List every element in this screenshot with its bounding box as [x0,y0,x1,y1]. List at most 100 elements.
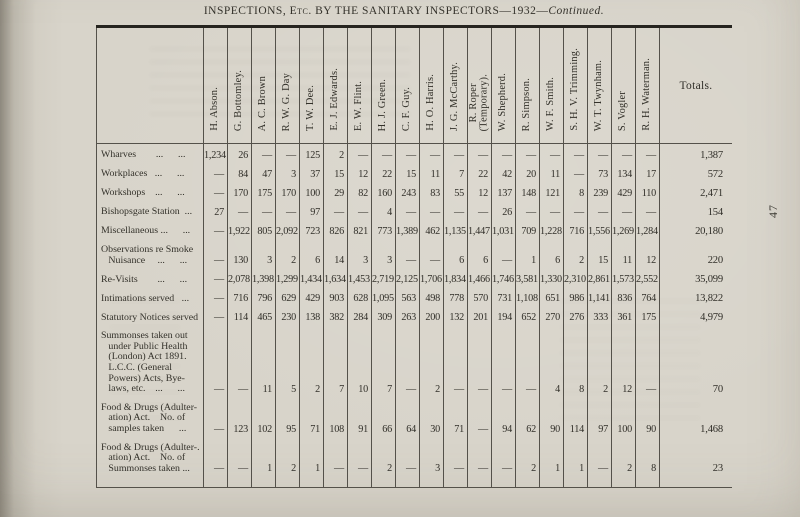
data-cell: 123 [227,396,252,437]
data-cell: 1,228 [539,220,564,239]
data-cell: — [251,201,276,220]
data-cell: — [467,436,492,488]
data-cell: — [323,436,348,488]
data-cell: 263 [395,306,420,326]
row-total-cell: 1,468 [659,396,732,437]
data-cell: 2,552 [635,268,660,288]
data-cell: — [515,325,540,397]
data-cell: 1,573 [611,268,636,288]
data-cell: 6 [539,239,564,269]
data-cell: 986 [563,287,588,307]
inspector-name: W. F. Smith. [545,76,557,131]
data-cell: 71 [299,396,324,437]
data-cell: 709 [515,220,540,239]
data-cell: 170 [227,182,252,201]
data-cell: 20 [515,163,540,182]
data-cell: 716 [227,287,252,307]
data-cell: 121 [539,182,564,201]
data-cell: 429 [611,182,636,201]
row-label: Bishopsgate Station ... [101,206,193,218]
row-total-cell: 20,180 [659,220,732,239]
data-cell: 628 [347,287,372,307]
data-cell: — [515,143,540,163]
inspector-name: E. J. Edwards. [329,68,341,131]
data-cell: — [395,201,420,220]
data-cell: 284 [347,306,372,326]
table-row: Wharves ... ... 1,234 26— —125 2— — — — — — — — — — — —… [97,143,732,163]
data-cell: 1,398 [251,268,276,288]
data-cell: 3 [419,436,444,488]
data-cell: 1,389 [395,220,420,239]
row-label-column-header [96,26,204,144]
data-cell: 90 [635,396,660,437]
data-cell: — [467,201,492,220]
column-header: R. Roper (Temporary). [467,26,492,144]
data-cell: 108 [323,396,348,437]
data-cell: — [443,436,468,488]
data-cell: 1,135 [443,220,468,239]
data-cell: 1,095 [371,287,396,307]
data-cell: 114 [563,396,588,437]
data-cell: 91 [347,396,372,437]
data-cell: 270 [539,306,564,326]
data-cell: 26 [491,201,516,220]
data-cell: — [203,306,228,326]
data-cell: 130 [227,239,252,269]
data-cell: 29 [323,182,348,201]
data-cell: — [539,143,564,163]
data-cell: — [443,325,468,397]
data-cell: 160 [371,182,396,201]
data-cell: 4 [371,201,396,220]
data-cell: 2,719 [371,268,396,288]
data-cell: — [563,143,588,163]
data-cell: — [611,143,636,163]
data-cell: 1,434 [299,268,324,288]
data-cell: 5 [275,325,300,397]
data-cell: — [251,143,276,163]
data-cell: 90 [539,396,564,437]
data-cell: 1,706 [419,268,444,288]
data-cell: 97 [587,396,612,437]
row-label: Wharves ... ... [101,149,186,161]
row-label: Intimations served ... [101,292,190,304]
table-row: Workplaces ... ... —84 47 3 37 15 12 22 15 11 7 22 4… [97,163,732,182]
data-cell: — [203,287,228,307]
column-header: S. H. V. Trimming. [563,26,588,144]
data-cell: 22 [371,163,396,182]
data-cell: 30 [419,396,444,437]
row-total-cell: 1,387 [659,143,732,163]
data-cell: 805 [251,220,276,239]
data-cell: 563 [395,287,420,307]
data-cell: 2 [611,436,636,488]
data-cell: 3 [347,239,372,269]
data-cell: — [395,239,420,269]
column-header: T. W. Dee. [299,26,324,144]
data-cell: 125 [299,143,324,163]
table-row: Miscellaneous ... ... —1,922 805 2,092 723 82… [97,220,732,239]
column-header: W. T. Twynham. [587,26,612,144]
data-cell: 1,234 [203,143,228,163]
data-cell: 1,269 [611,220,636,239]
data-cell: 94 [491,396,516,437]
row-label: Summonses taken out under Public Health … [101,330,188,395]
inspector-name: H. J. Green. [377,78,389,131]
table-row: Intimations served ... —716 796 629 429 903 62… [97,287,732,307]
header-row: H. Abson. G. Bottomley. A. C. Brown R. W. G… [96,26,732,144]
data-cell: — [635,325,660,397]
data-cell: 2,125 [395,268,420,288]
row-total-cell: 2,471 [659,182,732,201]
data-cell: — [587,201,612,220]
data-cell: — [419,201,444,220]
data-cell: 8 [563,325,588,397]
data-cell: 826 [323,220,348,239]
inspector-name: W. T. Twynham. [593,59,605,131]
data-cell: — [587,143,612,163]
data-cell: 2 [563,239,588,269]
column-header: S. Vogler [611,26,636,144]
column-header: A. C. Brown [251,26,276,144]
row-total-cell: 154 [659,201,732,220]
data-cell: 100 [299,182,324,201]
data-cell: 821 [347,220,372,239]
data-cell: 3 [251,239,276,269]
data-cell: 95 [275,396,300,437]
